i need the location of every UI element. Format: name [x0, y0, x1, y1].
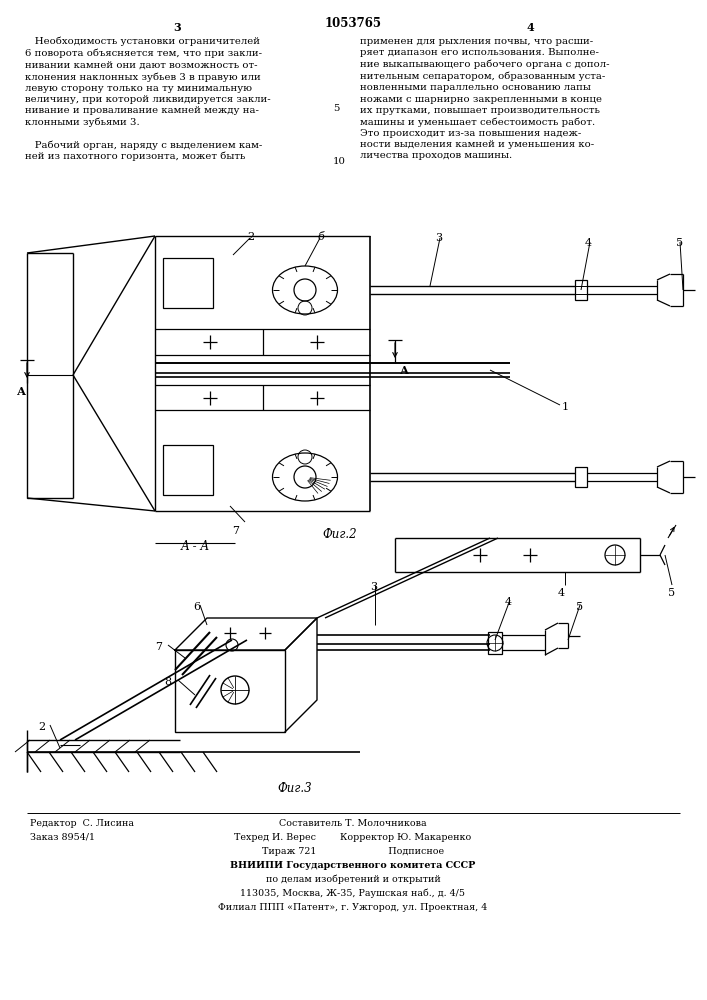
Bar: [575, 280, 587, 300]
Text: применен для рыхления почвы, что расши-
ряет диапазон его использования. Выполне: применен для рыхления почвы, что расши- …: [360, 37, 609, 160]
Text: ВНИИПИ Государственного комитета СССР: ВНИИПИ Государственного комитета СССР: [230, 861, 476, 870]
Text: 5: 5: [676, 238, 683, 248]
Text: 1: 1: [562, 402, 569, 412]
Text: 4: 4: [585, 238, 592, 248]
Text: Рабочий орган, наряду с выделением кам-
ней из пахотного горизонта, может быть: Рабочий орган, наряду с выделением кам- …: [25, 140, 262, 161]
Text: 1053765: 1053765: [325, 17, 382, 30]
Text: по делам изобретений и открытий: по делам изобретений и открытий: [266, 875, 440, 884]
Text: 2: 2: [38, 722, 45, 732]
Bar: [175, 650, 285, 732]
Text: Тираж 721                        Подписное: Тираж 721 Подписное: [262, 847, 444, 856]
Text: 5: 5: [668, 588, 675, 598]
Text: Техред И. Верес        Корректор Ю. Макаренко: Техред И. Верес Корректор Ю. Макаренко: [235, 833, 472, 842]
Text: 4: 4: [505, 597, 512, 607]
Text: Составитель Т. Молочникова: Составитель Т. Молочникова: [279, 819, 427, 828]
Text: 10: 10: [333, 157, 346, 166]
Bar: [488, 632, 502, 654]
Text: Фиг.2: Фиг.2: [322, 528, 357, 541]
Text: 3: 3: [370, 582, 377, 592]
Text: 3: 3: [173, 22, 181, 33]
Text: 5: 5: [576, 602, 583, 612]
Text: Редактор  С. Лисина: Редактор С. Лисина: [30, 819, 134, 828]
Text: 7: 7: [232, 526, 239, 536]
Text: 2: 2: [247, 232, 254, 242]
Text: А: А: [400, 365, 409, 376]
Text: 113035, Москва, Ж-35, Раушская наб., д. 4/5: 113035, Москва, Ж-35, Раушская наб., д. …: [240, 889, 465, 898]
Text: Фиг.3: Фиг.3: [278, 782, 312, 795]
Text: 8: 8: [164, 677, 171, 687]
Text: Заказ 8954/1: Заказ 8954/1: [30, 833, 95, 842]
Text: Филиал ППП «Патент», г. Ужгород, ул. Проектная, 4: Филиал ППП «Патент», г. Ужгород, ул. Про…: [218, 903, 488, 912]
Text: 4: 4: [526, 22, 534, 33]
Text: Необходимость установки ограничителей
6 поворота объясняется тем, что при закли-: Необходимость установки ограничителей 6 …: [25, 37, 271, 127]
Text: 3: 3: [435, 233, 442, 243]
Text: 5: 5: [333, 104, 339, 113]
Text: б: б: [317, 232, 324, 242]
Bar: [163, 445, 213, 495]
Text: 7: 7: [155, 642, 162, 652]
Text: А: А: [17, 386, 26, 397]
Text: 4: 4: [558, 588, 565, 598]
Bar: [163, 258, 213, 308]
Text: А - А: А - А: [180, 540, 209, 553]
Text: 6: 6: [193, 602, 200, 612]
Bar: [575, 467, 587, 487]
